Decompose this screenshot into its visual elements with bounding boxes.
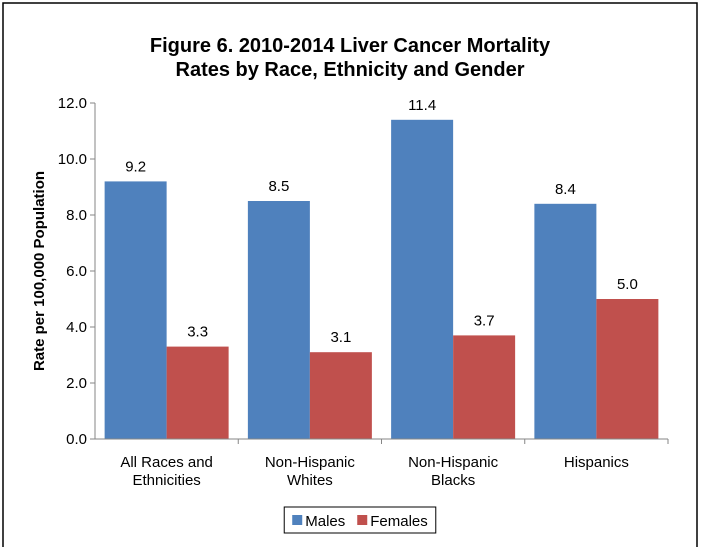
x-tick-label: Hispanics	[564, 454, 629, 471]
bar	[453, 335, 516, 439]
data-label: 5.0	[617, 276, 638, 293]
y-tick-label: 10.0	[58, 151, 87, 168]
y-tick-label: 4.0	[66, 319, 87, 336]
y-tick-label: 8.0	[66, 207, 87, 224]
data-label: 8.4	[555, 181, 576, 198]
bar	[309, 352, 372, 439]
legend-swatch	[292, 515, 303, 525]
data-label: 3.1	[330, 329, 351, 346]
legend-label: Females	[370, 513, 428, 530]
bar	[247, 201, 310, 439]
x-tick-label: All Races and Ethnicities	[120, 454, 213, 489]
bar	[166, 346, 229, 439]
x-tick-label: Non-Hispanic Blacks	[408, 454, 499, 489]
data-label: 9.2	[125, 158, 146, 175]
bar	[596, 299, 659, 439]
chart-title: Figure 6. 2010-2014 Liver Cancer Mortali…	[150, 35, 551, 81]
data-label: 3.7	[474, 312, 495, 329]
y-axis-label: Rate per 100,000 Population	[31, 171, 48, 371]
x-tick-label: Non-Hispanic Whites	[265, 454, 356, 489]
y-tick-label: 0.0	[66, 431, 87, 448]
data-label: 8.5	[268, 178, 289, 195]
bar	[391, 119, 454, 440]
legend-swatch	[357, 515, 368, 525]
y-tick-label: 2.0	[66, 375, 87, 392]
y-tick-label: 12.0	[58, 95, 87, 112]
data-label: 11.4	[408, 97, 436, 114]
y-tick-label: 6.0	[66, 263, 87, 280]
data-label: 3.3	[187, 324, 208, 341]
bar	[534, 203, 597, 439]
bar	[104, 181, 167, 439]
legend-label: Males	[305, 513, 345, 530]
